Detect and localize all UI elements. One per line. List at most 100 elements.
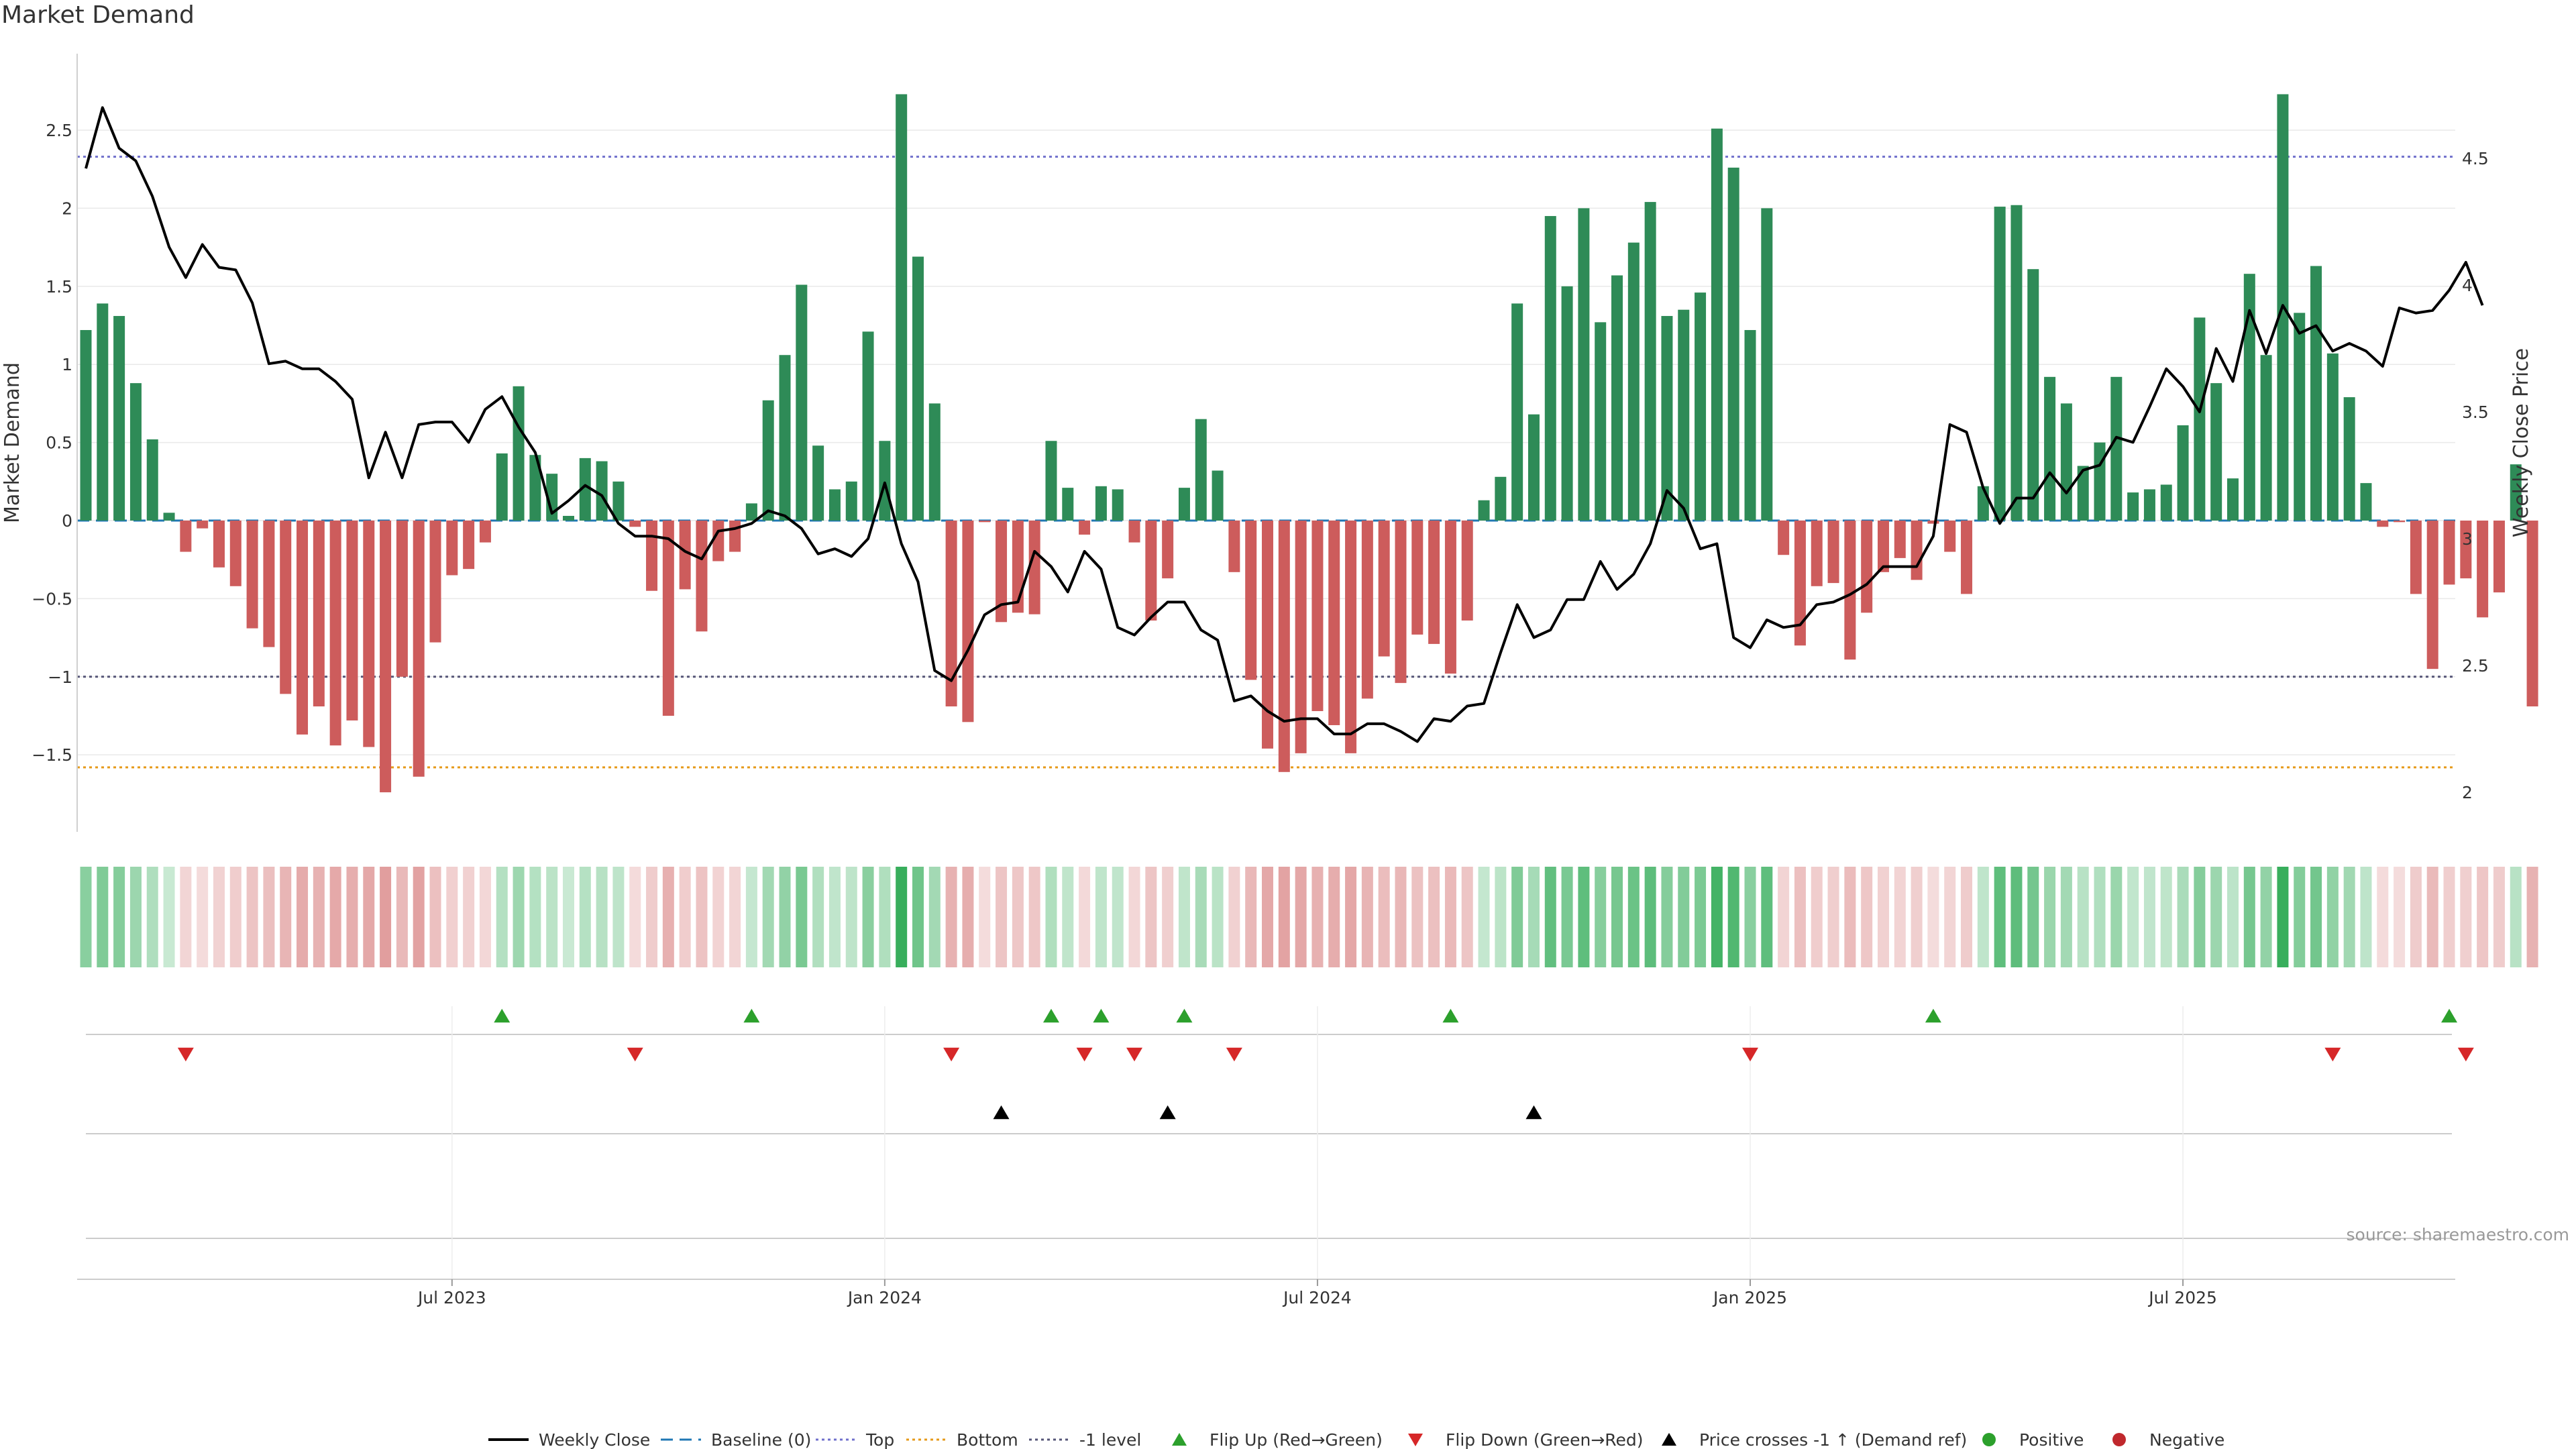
demand-bar bbox=[2443, 521, 2455, 585]
demand-bar bbox=[1128, 521, 1140, 543]
demand-bar bbox=[2310, 266, 2322, 521]
demand-bar bbox=[429, 521, 441, 643]
heat-cell bbox=[1994, 867, 2006, 967]
y2-tick-label: 3.5 bbox=[2462, 402, 2489, 422]
heat-cell bbox=[479, 867, 491, 967]
heat-cell bbox=[246, 867, 258, 967]
demand-bars bbox=[80, 94, 2538, 793]
heat-cell bbox=[828, 867, 841, 967]
heat-cell bbox=[396, 867, 408, 967]
demand-bar bbox=[180, 521, 192, 552]
flip-down-marker bbox=[627, 1047, 643, 1062]
demand-bar bbox=[1527, 414, 1540, 521]
demand-bar bbox=[1827, 521, 1839, 584]
heat-cell bbox=[1595, 867, 1607, 967]
demand-bar bbox=[1578, 208, 1590, 521]
heat-cell bbox=[1644, 867, 1656, 967]
heat-cell bbox=[2460, 867, 2472, 967]
demand-bar bbox=[2294, 313, 2306, 521]
demand-bar bbox=[1661, 316, 1673, 521]
heat-cell bbox=[2426, 867, 2438, 967]
legend-swatch-triangle-up bbox=[1172, 1433, 1187, 1446]
heat-cell bbox=[1894, 867, 1906, 967]
heat-cell bbox=[1444, 867, 1456, 967]
legend-item: Flip Up (Red→Green) bbox=[1172, 1430, 1383, 1449]
heat-cell bbox=[1361, 867, 1373, 967]
demand-bar bbox=[2410, 521, 2422, 594]
demand-bar bbox=[912, 256, 924, 521]
heat-cell bbox=[945, 867, 957, 967]
demand-bar bbox=[2226, 478, 2239, 521]
heat-cell bbox=[113, 867, 125, 967]
demand-bar bbox=[1328, 521, 1340, 725]
heat-cell bbox=[896, 867, 908, 967]
demand-bar bbox=[329, 521, 341, 746]
heat-cell bbox=[180, 867, 192, 967]
demand-bar bbox=[696, 521, 708, 632]
demand-bar bbox=[779, 355, 791, 521]
heat-cell bbox=[146, 867, 158, 967]
heat-cell bbox=[1428, 867, 1440, 967]
demand-bar bbox=[1178, 488, 1190, 521]
heat-cell bbox=[2310, 867, 2322, 967]
demand-bar bbox=[1861, 521, 1873, 613]
heat-cell bbox=[2510, 867, 2522, 967]
demand-bar bbox=[380, 521, 392, 793]
heat-cell bbox=[962, 867, 974, 967]
demand-bar bbox=[845, 481, 857, 521]
heat-cell bbox=[1495, 867, 1507, 967]
flip-up-marker bbox=[1093, 1008, 1110, 1023]
heat-cell bbox=[1295, 867, 1307, 967]
legend-swatch-triangle-up bbox=[1662, 1433, 1676, 1446]
demand-bar bbox=[1844, 521, 1856, 660]
demand-bar bbox=[762, 400, 774, 521]
heat-cell bbox=[996, 867, 1008, 967]
demand-bar bbox=[1095, 486, 1107, 521]
heat-cell bbox=[2194, 867, 2206, 967]
legend-label: Positive bbox=[2019, 1430, 2084, 1449]
demand-bar bbox=[1627, 242, 1640, 521]
demand-bar bbox=[2027, 269, 2039, 521]
demand-bar bbox=[745, 503, 757, 521]
y-tick-label: 1 bbox=[62, 355, 72, 374]
heat-cell bbox=[129, 867, 142, 967]
heat-cell bbox=[1977, 867, 1989, 967]
heat-cell bbox=[612, 867, 625, 967]
y-tick-label: 2 bbox=[62, 199, 72, 218]
legend-item: Baseline (0) bbox=[661, 1430, 811, 1449]
demand-bar bbox=[346, 521, 358, 720]
legend-item: Negative bbox=[2112, 1430, 2224, 1449]
legend-label: Bottom bbox=[957, 1430, 1018, 1449]
legend-label: Flip Down (Green→Red) bbox=[1446, 1430, 1644, 1449]
demand-bar bbox=[197, 521, 209, 529]
demand-bar bbox=[1977, 486, 1989, 521]
heat-cell bbox=[1128, 867, 1140, 967]
demand-bar bbox=[1112, 489, 1124, 521]
heat-cell bbox=[579, 867, 591, 967]
weekly-close-line bbox=[85, 106, 2484, 743]
demand-bar bbox=[1994, 207, 2006, 521]
demand-bar bbox=[513, 386, 525, 521]
heat-cell bbox=[1678, 867, 1690, 967]
demand-bar bbox=[446, 521, 458, 576]
demand-bar bbox=[280, 521, 292, 694]
demand-bar bbox=[1761, 208, 1773, 521]
heat-cell bbox=[1028, 867, 1040, 967]
heat-cell bbox=[1228, 867, 1240, 967]
demand-bar bbox=[2526, 521, 2538, 707]
demand-bar bbox=[1894, 521, 1906, 558]
legend-label: Price crosses -1 ↑ (Demand ref) bbox=[1699, 1430, 1967, 1449]
heat-cell bbox=[1311, 867, 1324, 967]
demand-bar bbox=[2110, 376, 2123, 521]
axes: 2.5 2 1.5 1 0.5 0 −0.5 −1 −1.5 4.5 4 3.5 3 2.5 2 Market… bbox=[1, 54, 2533, 832]
heat-cell bbox=[862, 867, 874, 967]
x-tick-label: Jul 2023 bbox=[417, 1288, 486, 1307]
demand-bar bbox=[1695, 292, 1707, 521]
heat-cell bbox=[1278, 867, 1290, 967]
demand-bar bbox=[1262, 521, 1274, 749]
heat-cell bbox=[696, 867, 708, 967]
heat-cell bbox=[2493, 867, 2505, 967]
heat-cell bbox=[496, 867, 508, 967]
heat-cell bbox=[2210, 867, 2222, 967]
heat-cell bbox=[363, 867, 375, 967]
